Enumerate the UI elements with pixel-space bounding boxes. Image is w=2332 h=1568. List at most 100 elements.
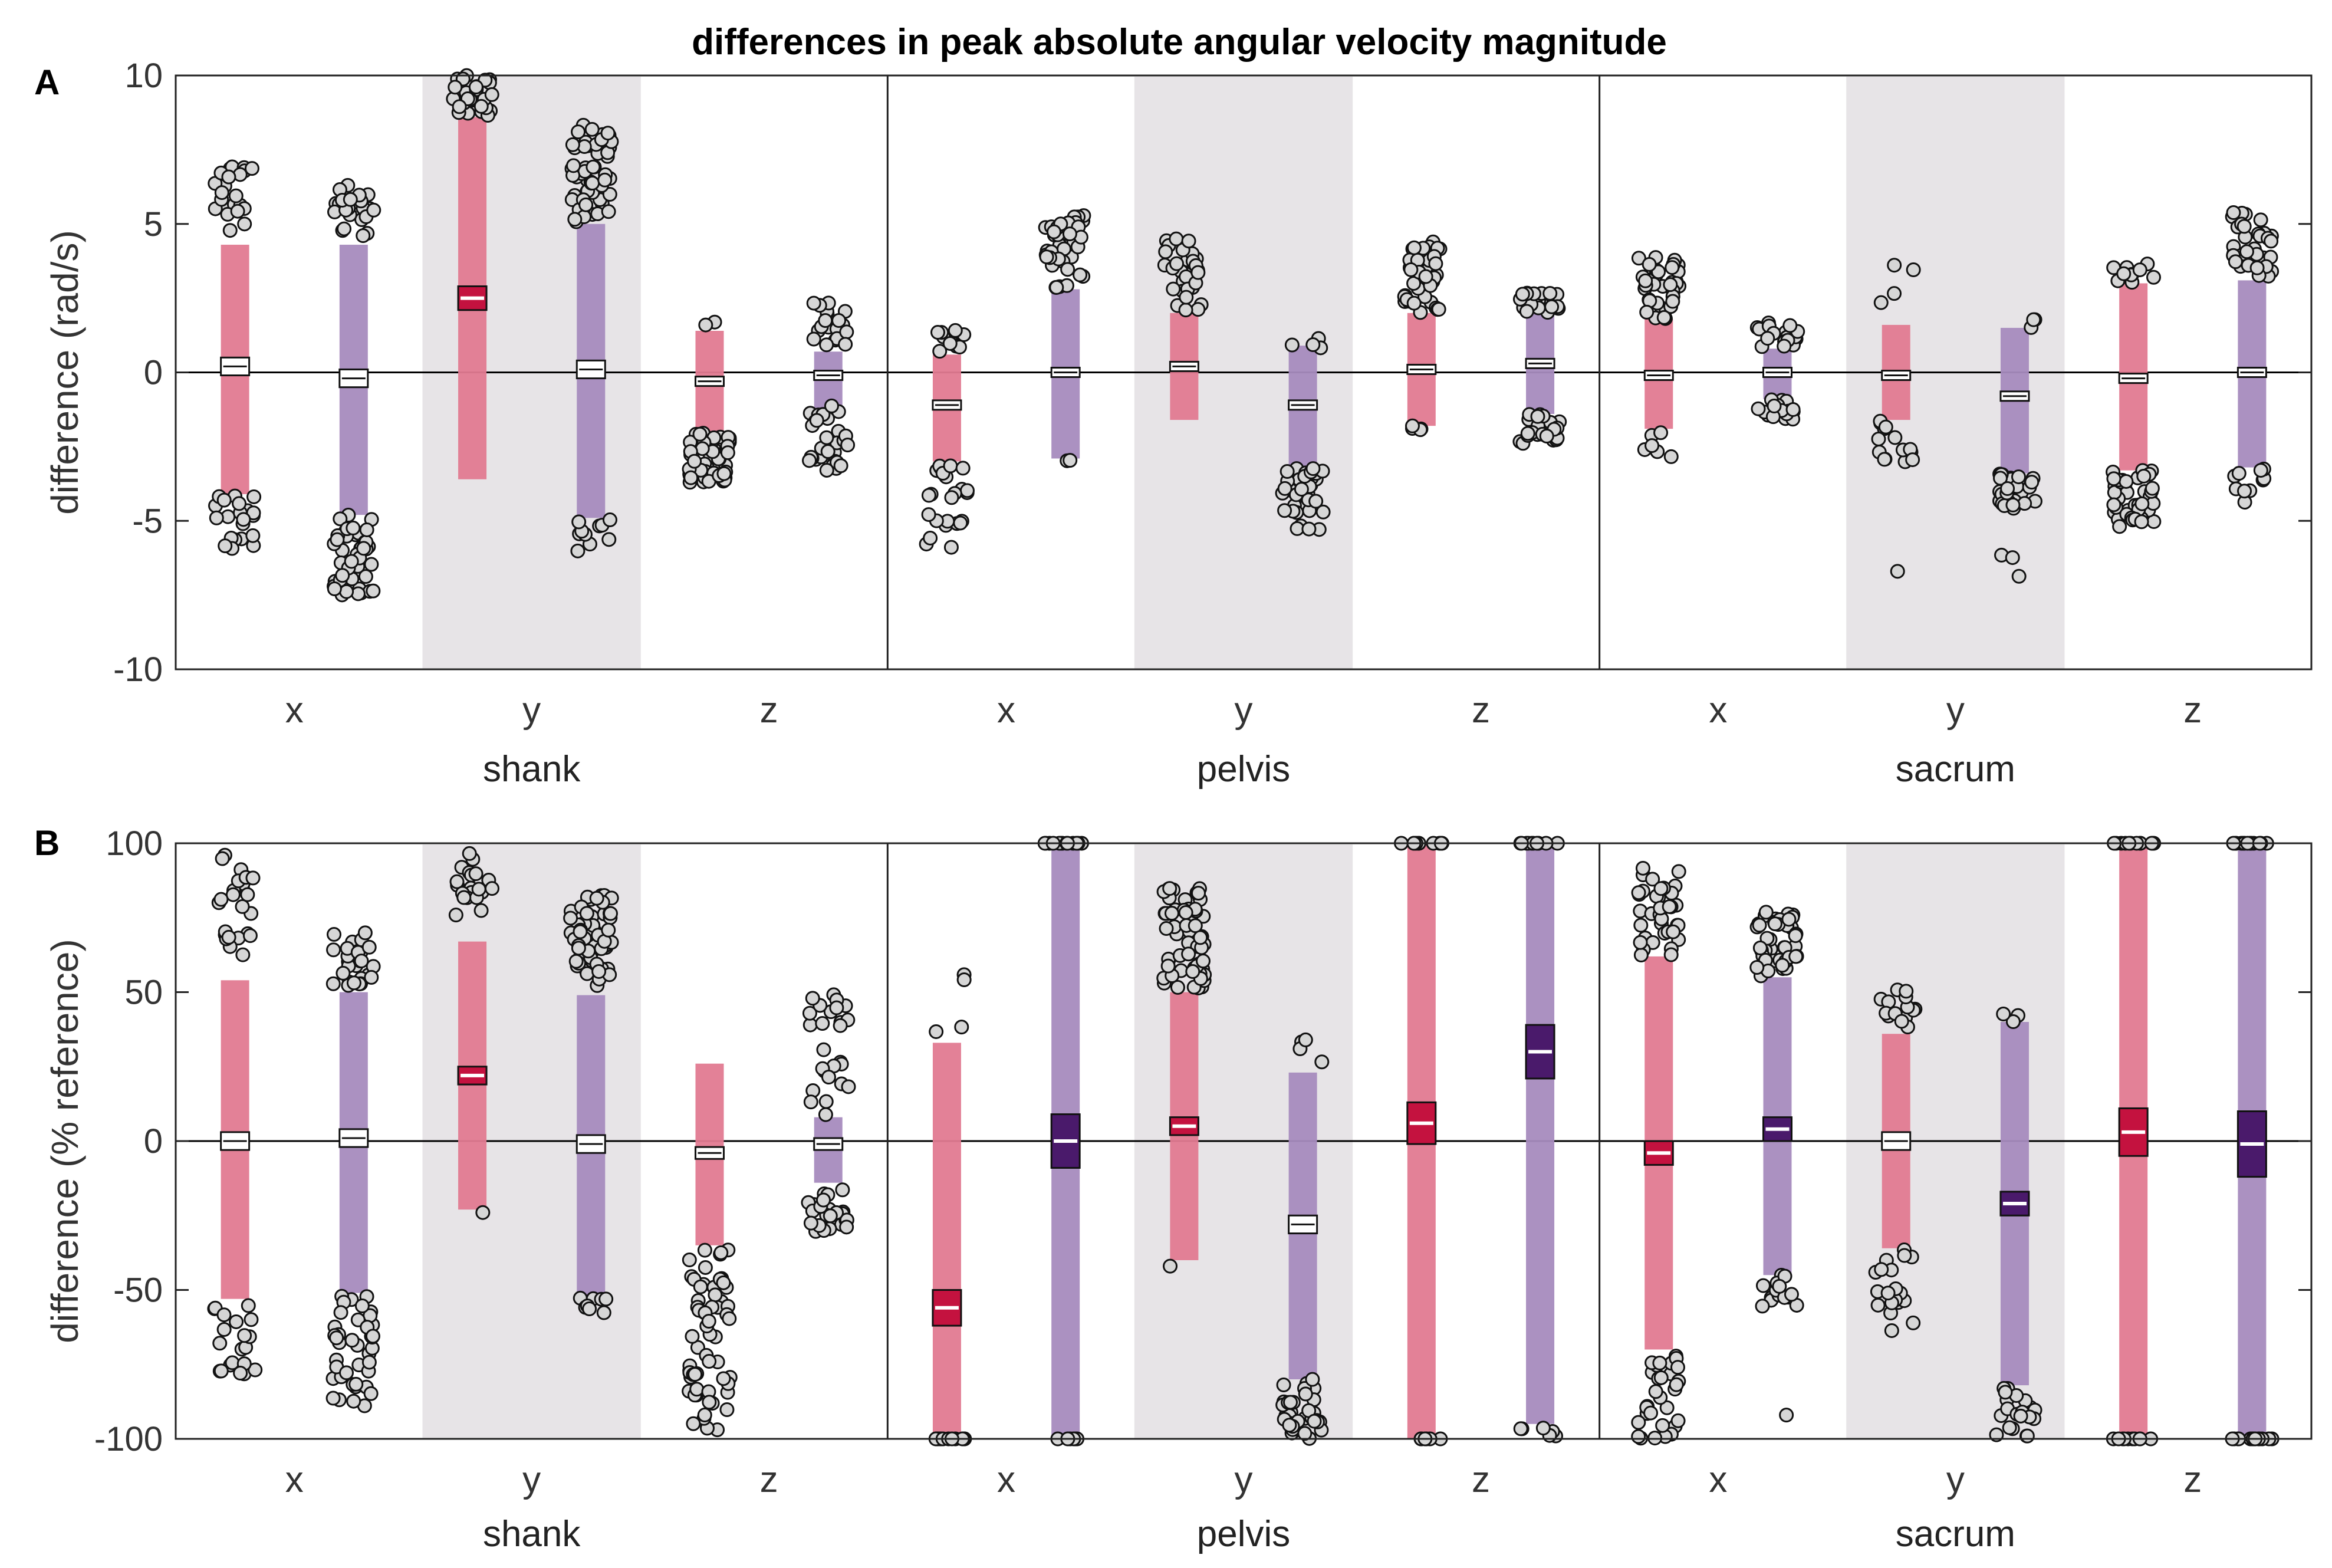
data-point: [339, 1365, 354, 1380]
data-point: [719, 1402, 735, 1417]
data-point: [344, 1333, 360, 1348]
data-point: [821, 1070, 836, 1085]
data-point: [245, 528, 261, 543]
data-point: [468, 866, 483, 882]
data-point: [1642, 257, 1657, 272]
data-point: [929, 1024, 944, 1039]
y-tick-label: 50: [124, 974, 163, 1012]
data-point: [1631, 1415, 1646, 1430]
y-tick-label: -50: [113, 1271, 163, 1310]
data-point: [602, 512, 617, 528]
data-point: [1656, 310, 1672, 325]
data-point: [1899, 984, 1914, 999]
data-point: [803, 1094, 818, 1110]
data-point: [571, 124, 586, 140]
data-point: [1635, 860, 1650, 876]
data-point: [228, 188, 244, 203]
data-point: [361, 939, 377, 955]
x-axis-label: x: [1709, 1459, 1727, 1500]
data-point: [1305, 461, 1321, 476]
data-point: [2226, 205, 2241, 221]
data-point: [330, 532, 345, 547]
data-point: [586, 159, 601, 175]
data-point: [473, 98, 489, 114]
data-point: [327, 581, 342, 597]
data-point: [2106, 497, 2122, 512]
data-point: [1178, 905, 1193, 920]
data-point: [573, 924, 588, 939]
data-point: [819, 462, 834, 478]
data-point: [1663, 947, 1679, 962]
figure-title: differences in peak absolute angular vel…: [692, 22, 1667, 63]
data-point: [818, 1094, 834, 1109]
data-point: [716, 1275, 731, 1290]
data-point: [1631, 1429, 1646, 1444]
data-point: [216, 1322, 232, 1337]
data-point: [819, 430, 834, 445]
series-pelvis-z-purple: [1513, 836, 1565, 1444]
data-point: [1284, 337, 1300, 353]
data-point: [824, 398, 839, 413]
data-point: [1784, 1287, 1799, 1302]
data-point: [1406, 295, 1422, 311]
data-point: [1185, 964, 1200, 979]
data-point: [567, 212, 583, 227]
data-point: [2249, 260, 2265, 275]
series-sacrum-y-pink: [1868, 982, 1923, 1338]
data-point: [1878, 419, 1893, 435]
data-point: [698, 317, 713, 333]
series-pelvis-x-pink: [919, 323, 975, 555]
x-axis-label: y: [1946, 1459, 1965, 1500]
data-point: [213, 892, 229, 907]
group-label: sacrum: [1896, 749, 2015, 790]
data-point: [806, 295, 821, 311]
data-point: [221, 929, 236, 945]
data-point: [1666, 924, 1681, 939]
data-point: [601, 922, 616, 938]
data-point: [1767, 916, 1782, 932]
data-point: [484, 87, 499, 102]
data-point: [1788, 928, 1803, 944]
group-label: sacrum: [1896, 1514, 2015, 1554]
data-point: [221, 169, 236, 185]
data-point: [1758, 905, 1774, 920]
data-point: [333, 511, 348, 527]
data-point: [2116, 266, 2132, 281]
data-point: [1164, 906, 1179, 921]
data-point: [571, 514, 587, 530]
data-point: [689, 1382, 705, 1397]
data-point: [1760, 331, 1775, 346]
data-point: [1633, 935, 1648, 950]
data-point: [1060, 262, 1075, 277]
data-point: [577, 139, 592, 155]
series-shank-z-purple: [801, 987, 856, 1239]
y-axis-label: difference (% reference): [44, 939, 86, 1343]
data-point: [209, 510, 224, 525]
data-point: [819, 337, 834, 353]
data-point: [232, 496, 247, 511]
series-sacrum-y-pink: [1871, 258, 1921, 579]
data-point: [1190, 265, 1206, 280]
data-point: [468, 80, 483, 95]
data-point: [568, 954, 584, 969]
data-point: [600, 126, 616, 141]
data-point: [698, 1260, 713, 1275]
data-point: [235, 899, 250, 914]
data-point: [948, 323, 963, 338]
series-shank-x-purple: [325, 925, 381, 1413]
series-sacrum-y-purple: [1992, 312, 2042, 584]
data-point: [2236, 219, 2252, 234]
data-point: [566, 158, 581, 173]
data-point: [2237, 484, 2252, 499]
data-point: [248, 1362, 263, 1378]
data-point: [1906, 1315, 1921, 1330]
data-point: [1671, 864, 1686, 879]
data-point: [959, 483, 975, 498]
data-point: [2005, 550, 2020, 566]
data-point: [2136, 468, 2152, 484]
data-point: [1513, 1421, 1528, 1436]
data-point: [1063, 453, 1078, 468]
data-point: [336, 965, 351, 981]
data-point: [348, 1376, 364, 1392]
data-point: [1894, 1014, 1909, 1029]
